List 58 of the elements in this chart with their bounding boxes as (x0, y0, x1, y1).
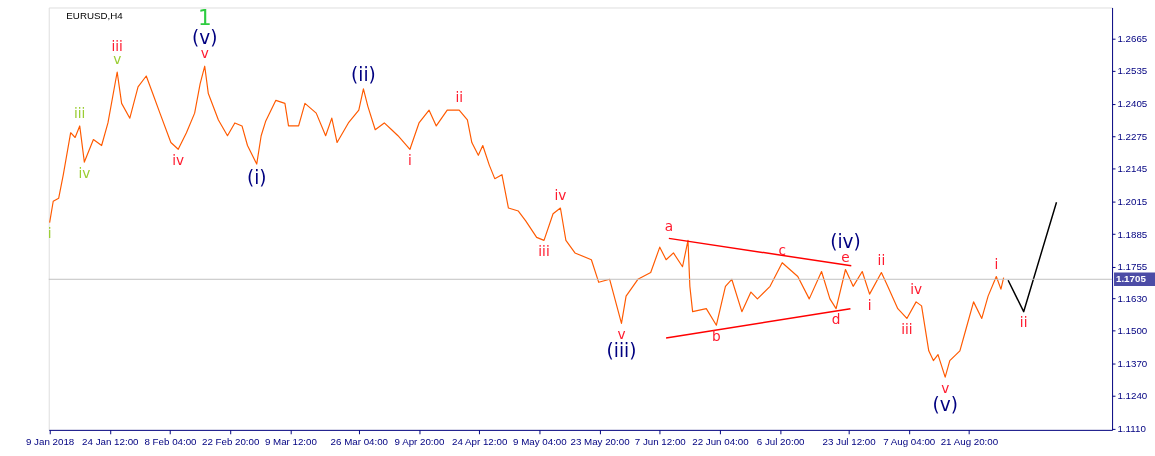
annotation: v (941, 379, 950, 396)
annotation: a (664, 217, 674, 234)
annotation: (i) (246, 167, 267, 189)
y-tick-label: 1.1755 (1117, 261, 1148, 273)
x-tick-label: 7 Aug 04:00 (883, 436, 936, 447)
annotation: (v) (932, 393, 958, 415)
ref-line-label: 1.1705 (1115, 273, 1147, 285)
x-tick-label: 24 Apr 12:00 (452, 436, 508, 447)
y-tick-label: 1.1630 (1117, 292, 1148, 304)
annotation: iii (901, 321, 913, 338)
annotation: i (47, 225, 52, 242)
y-tick-label: 1.1240 (1117, 390, 1148, 402)
annotation: d (831, 311, 841, 328)
annotation: iv (554, 187, 567, 204)
x-tick-label: 9 Jan 2018 (25, 436, 75, 447)
annotation: iv (910, 281, 923, 298)
y-tick-label: 1.2405 (1117, 98, 1148, 110)
x-tick-label: 21 Aug 20:00 (940, 436, 999, 447)
x-tick-label: 6 Jul 20:00 (756, 436, 806, 447)
y-tick-label: 1.2015 (1117, 195, 1148, 207)
x-tick-label: 8 Feb 04:00 (144, 436, 198, 447)
y-tick-label: 1.1370 (1117, 357, 1148, 369)
x-tick-label: 22 Feb 20:00 (201, 436, 260, 447)
y-tick-label: 1.2145 (1117, 163, 1148, 175)
annotation: iv (78, 164, 91, 181)
annotation: i (408, 151, 412, 168)
line-series (49, 65, 1005, 378)
annotation: i (994, 255, 999, 272)
annotation: iii (111, 37, 123, 54)
annotation: iv (172, 151, 185, 168)
annotation: c (778, 241, 786, 258)
x-tick-label: 24 Jan 12:00 (82, 436, 140, 447)
x-tick-label: 23 Jul 12:00 (822, 436, 877, 447)
annotation: b (712, 327, 721, 344)
x-tick-label: 22 Jun 04:00 (692, 436, 750, 447)
y-tick-label: 1.2275 (1117, 130, 1148, 142)
x-tick-label: 9 May 04:00 (513, 436, 568, 447)
y-tick-label: 1.2665 (1117, 32, 1148, 44)
annotation: ii (877, 251, 886, 268)
x-tick-label: 23 May 20:00 (570, 436, 631, 447)
annotation: (ii) (351, 63, 376, 85)
y-tick-label: 1.1500 (1117, 325, 1148, 337)
annotation: iii (74, 105, 86, 122)
y-tick-label: 1.1110 (1117, 423, 1147, 435)
y-tick-label: 1.2535 (1117, 65, 1148, 77)
annotation: v (113, 51, 122, 68)
y-tick-label: 1.1885 (1117, 228, 1148, 240)
annotation: ii (455, 89, 463, 106)
x-tick-label: 7 Jun 12:00 (634, 436, 687, 447)
x-tick-label: 9 Apr 20:00 (394, 436, 445, 447)
annotation: iii (538, 243, 550, 259)
annotation: ii (1019, 314, 1028, 331)
annotation: (iii) (606, 340, 637, 362)
annotation: v (617, 326, 626, 343)
annotation: i (867, 296, 872, 313)
x-tick-label: 9 Mar 12:00 (264, 436, 318, 447)
x-tick-label: 26 Mar 04:00 (330, 436, 389, 447)
chart-title: EURUSD,H4 (66, 10, 124, 22)
